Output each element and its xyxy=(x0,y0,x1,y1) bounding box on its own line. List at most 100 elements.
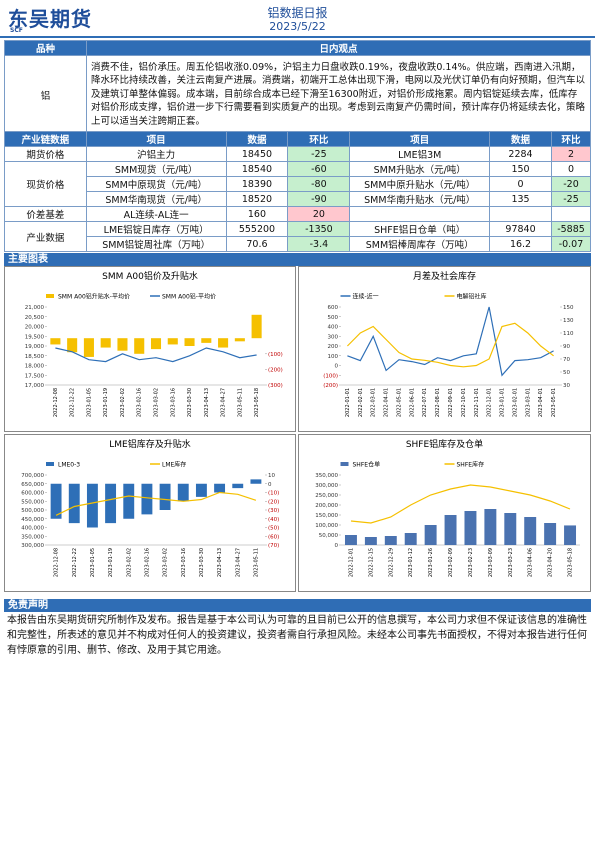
tick-label: 50 xyxy=(563,370,570,376)
x-tick-label: 2023-04-13 xyxy=(217,548,223,577)
tick-label: 100,000 xyxy=(315,523,338,529)
tick-label: (50) xyxy=(268,526,279,532)
item: LME铝3M xyxy=(349,146,491,162)
bar xyxy=(67,338,78,353)
tick-label: (30) xyxy=(268,508,279,514)
data-row: 产业数据 LME铝锭日库存（万吨） 555200 -1350 SHFE铝日仓单（吨） 97… xyxy=(4,221,592,252)
x-tick-label: 2022-02-01 xyxy=(358,388,364,417)
group-name: 现货价格 xyxy=(4,161,87,207)
chart: SMM A00铝价及升贴水 SMM A00铝升贴水-平均价 SMM A00铝-平均价… xyxy=(25,270,283,417)
x-tick-label: 2022-10-01 xyxy=(461,388,467,417)
tick-label: 10 xyxy=(268,473,275,479)
col-head: 数据 xyxy=(225,131,289,147)
col-head: 产业链数据 xyxy=(4,131,87,147)
line xyxy=(350,484,571,524)
line xyxy=(347,306,554,377)
chart-title: 月差及社会库存 xyxy=(413,270,476,282)
item: SMM现货（元/吨） xyxy=(85,161,227,177)
tick-label: 600 xyxy=(328,305,339,311)
tick-label: 400 xyxy=(328,325,339,331)
item: SMM铝棒周库存（万吨） xyxy=(349,236,491,252)
x-tick-label: 2023-04-06 xyxy=(528,548,534,577)
legend-label: LME库存 xyxy=(162,461,186,469)
x-tick-label: 2023-04-20 xyxy=(548,548,554,577)
x-tick-label: 2023-01-19 xyxy=(103,388,109,417)
tick-label: 700,000 xyxy=(21,473,44,479)
x-tick-label: 2022-01-01 xyxy=(345,388,351,417)
tick-label: 400,000 xyxy=(21,526,44,532)
data-table: 产业链数据 项目 数据 环比 项目 数据 环比 期货价格 沪铝主力 18450 -25 LME铝3M 2… xyxy=(4,131,592,252)
tick-label: 30 xyxy=(563,383,570,389)
group-name: 期货价格 xyxy=(4,146,87,162)
legend-label: SHFE仓单 xyxy=(353,461,381,469)
x-tick-label: 2022-12-15 xyxy=(368,548,374,577)
section-bar: 免责声明 xyxy=(4,599,591,612)
tick-label: 90 xyxy=(563,344,570,350)
tick-label: 17,500 xyxy=(25,373,45,379)
tick-label: 20,000 xyxy=(25,325,45,331)
x-tick-label: 2023-01-01 xyxy=(500,388,506,417)
tick-label: 18,500 xyxy=(25,354,45,360)
x-tick-label: 2023-01-05 xyxy=(86,388,92,417)
group-name: 价差基差 xyxy=(4,206,87,222)
bar xyxy=(184,338,195,346)
change: -0.07 xyxy=(550,236,592,252)
header: 东吴期货 SCF 铝数据日报 2023/5/22 xyxy=(0,0,595,38)
x-tick-label: 2023-04-01 xyxy=(538,388,544,417)
tick-label: 350,000 xyxy=(315,473,338,479)
bar xyxy=(384,536,397,545)
bar xyxy=(234,338,245,342)
x-tick-label: 2023-03-02 xyxy=(154,388,160,417)
tick-label: 150 xyxy=(563,305,574,311)
item: SMM铝锭周社库（万吨） xyxy=(85,236,227,252)
tick-label: 500 xyxy=(328,315,339,321)
tick-label: (200) xyxy=(323,383,338,389)
bar xyxy=(167,338,178,345)
bar xyxy=(444,515,457,545)
legend-swatch xyxy=(340,462,349,466)
x-tick-label: 2023-02-16 xyxy=(144,548,150,577)
charts: SMM A00铝价及升贴水 SMM A00铝升贴水-平均价 SMM A00铝-平均价… xyxy=(4,266,591,592)
data-row: 现货价格 SMM现货（元/吨） 18540 -60 SMM升贴水（元/吨） 150 0 xyxy=(4,161,592,207)
item: SMM华南升贴水（元/吨） xyxy=(349,191,491,207)
tick-label: (10) xyxy=(268,491,279,497)
bar xyxy=(86,483,98,528)
value: 555200 xyxy=(225,221,289,237)
bar xyxy=(159,483,171,510)
item: LME铝锭日库存（万吨） xyxy=(85,221,227,237)
change: -3.4 xyxy=(287,236,351,252)
chart: SHFE铝库存及仓单 SHFE仓单 SHFE库存 0 50,000 100,000 150,… xyxy=(315,438,580,577)
value: 160 xyxy=(225,206,289,222)
item: SHFE铝日仓单（吨） xyxy=(349,221,491,237)
line xyxy=(55,347,257,363)
tick-label: 0 xyxy=(335,543,339,549)
value: 2284 xyxy=(489,146,552,162)
value: 16.2 xyxy=(489,236,552,252)
tick-label: 300,000 xyxy=(21,543,44,549)
tick-label: (200) xyxy=(268,367,283,373)
tick-label: (60) xyxy=(268,534,279,540)
view-table: 品种 日内观点 铝消费不佳，铝价承压。周五伦铝收涨0.09%，沪铝主力日盘收跌0.… xyxy=(4,40,591,134)
change: -90 xyxy=(287,191,351,207)
tick-label: 550,000 xyxy=(21,499,44,505)
tick-label: (100) xyxy=(323,373,338,379)
tick-label: 70 xyxy=(563,357,570,363)
empty-cell xyxy=(349,206,491,222)
legend-label: SMM A00铝升贴水-平均价 xyxy=(58,293,130,301)
x-tick-label: 2022-08-01 xyxy=(435,388,441,417)
tick-label: 17,000 xyxy=(25,383,45,389)
x-tick-label: 2023-02-16 xyxy=(137,388,143,417)
tick-label: 300 xyxy=(328,334,339,340)
change: 20 xyxy=(287,206,351,222)
x-tick-label: 2022-12-01 xyxy=(348,548,354,577)
group-name: 产业数据 xyxy=(4,221,87,252)
col-head: 品种 xyxy=(4,40,87,56)
item: SMM中原升贴水（元/吨） xyxy=(349,176,491,192)
legend-swatch xyxy=(46,462,54,466)
x-tick-label: 2023-02-02 xyxy=(120,388,126,417)
change: -5885 xyxy=(550,221,592,237)
tick-label: 650,000 xyxy=(21,482,44,488)
x-tick-label: 2023-01-05 xyxy=(90,548,96,577)
bar xyxy=(504,513,517,545)
